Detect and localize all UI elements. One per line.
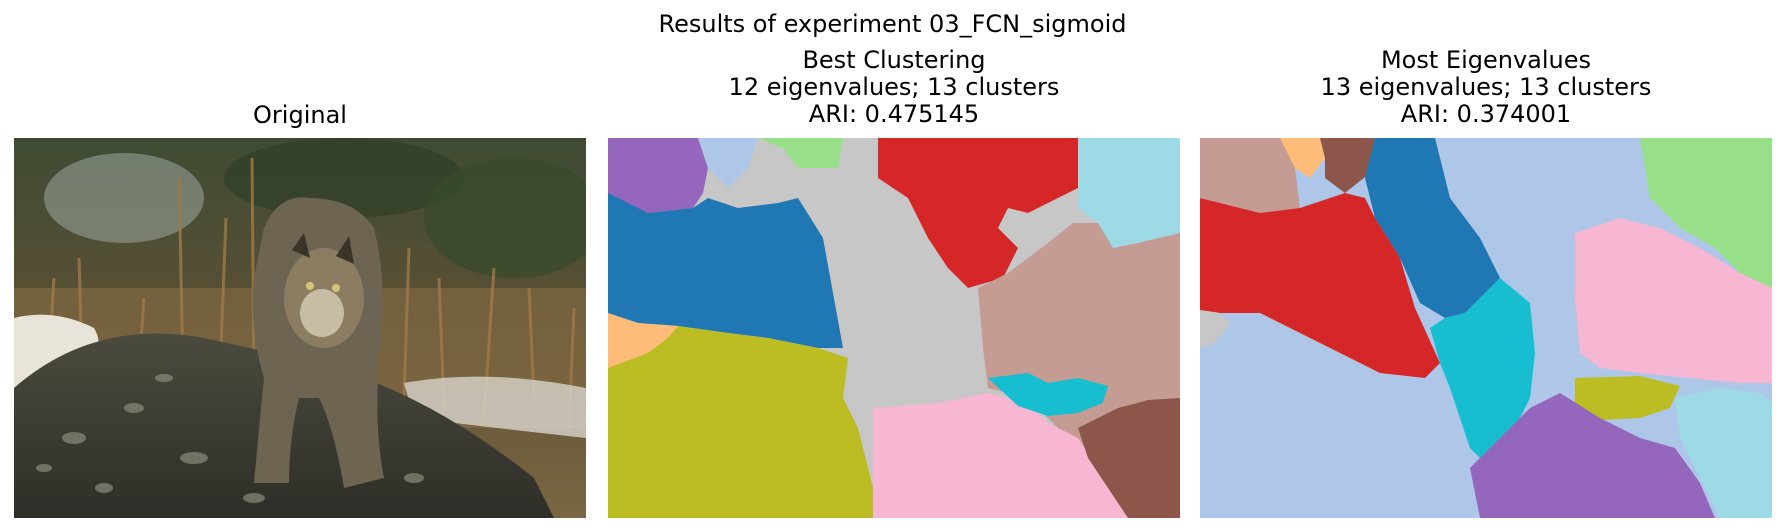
panel-most-title-line-2: 13 eigenvalues; 13 clusters [1320, 73, 1652, 101]
region-orange [1280, 138, 1325, 178]
region-brown [1320, 138, 1375, 193]
region-red [1200, 193, 1440, 378]
region-purple [608, 138, 708, 213]
original-photo-drawing [14, 138, 586, 518]
region-light-cyan [1078, 138, 1180, 248]
figure-suptitle: Results of experiment 03_FCN_sigmoid [658, 10, 1127, 38]
most-eigenvalues-map [1200, 138, 1772, 518]
region-green [1640, 138, 1772, 288]
panel-best-title-line-1: Best Clustering [802, 46, 986, 74]
panel-original-title: Original [14, 102, 586, 129]
region-olive [608, 326, 873, 518]
region-blue [608, 193, 843, 348]
region-orange [608, 313, 678, 368]
panel-original-title-line: Original [253, 101, 347, 129]
panel-best-title-line-3: ARI: 0.475145 [808, 100, 980, 128]
region-cyan [988, 373, 1108, 416]
region-gray [1200, 310, 1230, 348]
original-image [14, 138, 586, 518]
best-clustering-segmentation [608, 138, 1180, 518]
region-olive [1575, 376, 1680, 420]
region-light-cyan [1675, 388, 1772, 518]
panel-best-clustering-title: Best Clustering 12 eigenvalues; 13 clust… [608, 47, 1180, 128]
region-cyan [1430, 278, 1535, 468]
region-brown [1078, 398, 1180, 518]
region-purple [1470, 393, 1715, 518]
region-blue [1365, 138, 1500, 318]
panel-most-title-line-1: Most Eigenvalues [1380, 46, 1592, 74]
best-clustering-map [608, 138, 1180, 518]
region-rose [1200, 138, 1300, 213]
panel-most-title-line-3: ARI: 0.374001 [1400, 100, 1572, 128]
region-green [758, 138, 843, 168]
region-pink [873, 393, 1180, 518]
most-eigenvalues-segmentation [1200, 138, 1772, 518]
region-red [878, 138, 1078, 288]
panel-most-eigenvalues-title: Most Eigenvalues 13 eigenvalues; 13 clus… [1200, 47, 1772, 128]
region-pink [1575, 218, 1772, 383]
region-light-blue-top [698, 138, 758, 188]
panel-best-title-line-2: 12 eigenvalues; 13 clusters [728, 73, 1060, 101]
